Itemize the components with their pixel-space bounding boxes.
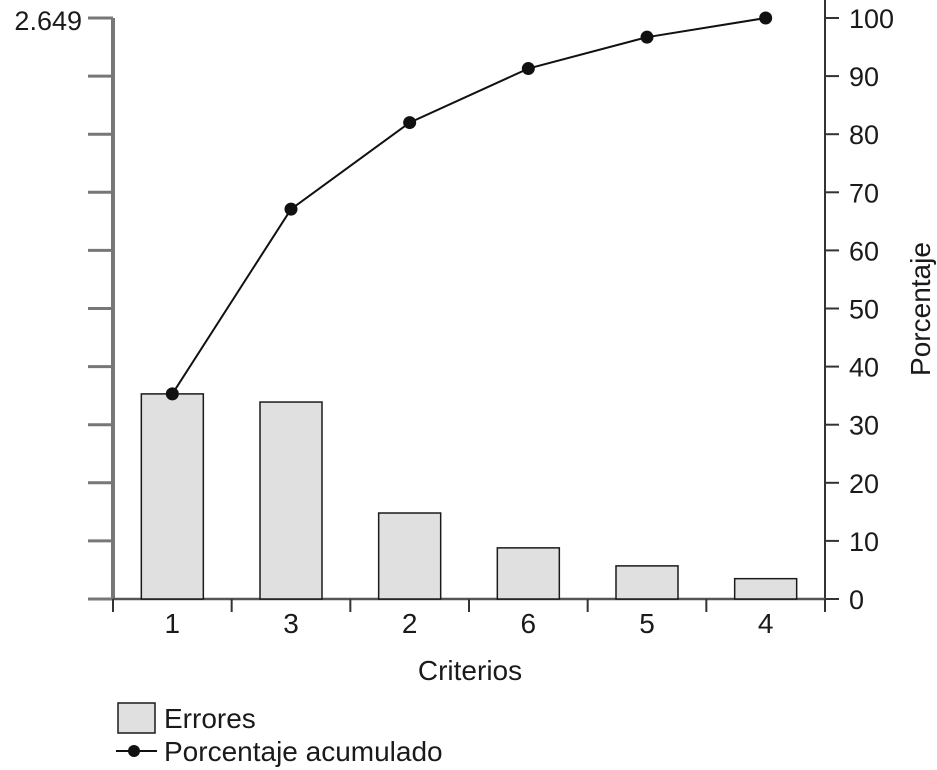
right-axis-tick-label: 20 [849,469,879,499]
x-tick-label: 3 [283,608,299,639]
right-axis-tick-label: 30 [849,411,879,441]
x-tick-label: 1 [165,608,181,639]
bar [140,393,205,600]
right-axis-tick-label: 80 [849,120,879,150]
cumulative-point [759,11,773,25]
right-axis-tick-label: 90 [849,62,879,92]
legend-label-porcentaje-acumulado: Porcentaje acumulado [164,736,443,767]
right-axis-tick-label: 50 [849,295,879,325]
legend: Errores Porcentaje acumulado [116,702,443,767]
right-axis-tick-label: 10 [849,527,879,557]
right-axis-tick-label: 100 [849,4,894,34]
x-tick-label: 2 [402,608,418,639]
bar [615,565,679,600]
right-axis-tick-label: 40 [849,353,879,383]
axis-labels: 2.649 Criterios Porcentaje [14,6,936,686]
x-tick-label: 5 [639,608,655,639]
bars [140,393,798,600]
legend-swatch-errores [117,702,156,734]
bar [377,512,442,600]
axes: 0 10 20 30 40 50 60 70 80 90 100 1 3 2 6 5 4 [88,0,894,639]
cumulative-point [403,116,417,130]
left-axis-top-label: 2.649 [14,6,82,36]
bar [496,547,561,600]
right-axis-title: Porcentaje [905,242,936,376]
right-axis-tick-label: 70 [849,178,879,208]
cumulative-line [165,11,773,401]
cumulative-point [165,387,179,401]
legend-label-errores: Errores [164,703,256,734]
x-tick-label: 6 [521,608,537,639]
cumulative-point [284,202,298,216]
cumulative-point [640,30,654,44]
cumulative-point [521,62,535,76]
bar [259,401,323,600]
x-tick-label: 4 [758,608,774,639]
cumulative-line-path [171,17,766,395]
right-axis-tick-label: 0 [849,585,864,615]
legend-marker-swatch [128,745,140,757]
x-axis-title: Criterios [418,655,522,686]
bar [733,577,798,600]
right-axis-tick-label: 60 [849,236,879,266]
